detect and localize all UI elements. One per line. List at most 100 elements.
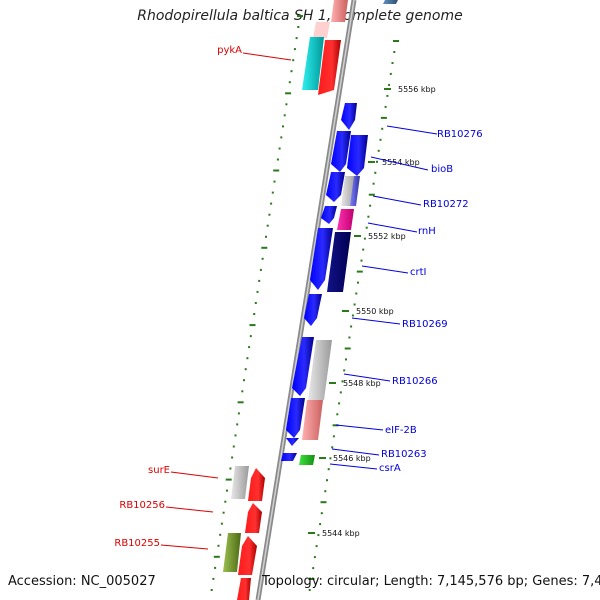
- track-dot: [312, 567, 315, 570]
- track-dot: [234, 434, 237, 437]
- track-dot: [246, 357, 249, 360]
- track-dot: [345, 358, 347, 361]
- track-dot: [288, 81, 291, 84]
- gene-feature: [347, 135, 368, 176]
- track-dot: [248, 346, 251, 349]
- kbp-tick-label: 5554 kbp: [382, 158, 420, 167]
- track-dot: [369, 204, 372, 207]
- track-dot: [353, 303, 356, 306]
- track-dot: [344, 347, 351, 350]
- gene-feature: [237, 578, 251, 600]
- genome-axis-highlight: [257, 0, 355, 600]
- gene-label[interactable]: bioB: [431, 164, 453, 175]
- gene-label[interactable]: crtI: [410, 267, 426, 278]
- track-dot: [308, 578, 315, 580]
- track-dot: [355, 292, 358, 295]
- track-dot: [254, 302, 257, 304]
- track-dot: [341, 380, 344, 383]
- gene-feature: [302, 37, 324, 90]
- accession-label: Accession: NC_005027: [8, 574, 156, 589]
- track-dot: [258, 279, 261, 282]
- gene-label[interactable]: csrA: [379, 463, 401, 474]
- track-dot: [229, 467, 232, 470]
- gene-feature: [337, 209, 354, 230]
- label-leader-line: [242, 52, 292, 61]
- label-leader-line: [160, 544, 209, 550]
- gene-feature: [304, 294, 322, 326]
- gene-feature: [286, 398, 305, 438]
- track-dot: [259, 268, 262, 271]
- track-dot: [362, 248, 365, 251]
- track-dot: [339, 391, 342, 394]
- track-dot: [367, 215, 370, 218]
- label-leader-line: [351, 317, 401, 325]
- label-leader-line: [331, 448, 380, 456]
- gene-feature: [299, 455, 315, 465]
- track-dot: [360, 259, 363, 262]
- track-dot: [372, 182, 375, 185]
- gene-label[interactable]: RB10269: [402, 319, 448, 330]
- gene-label[interactable]: RB10255: [114, 538, 160, 549]
- track-dot: [282, 125, 284, 128]
- track-dot: [326, 479, 328, 482]
- track-dot: [219, 533, 222, 536]
- track-dot: [217, 544, 220, 547]
- track-dot: [331, 446, 334, 449]
- track-dot: [320, 501, 327, 504]
- track-dot: [243, 379, 245, 382]
- gene-feature: [310, 228, 333, 290]
- kbp-tick-mark: [308, 532, 315, 534]
- kbp-tick-mark: [354, 235, 361, 237]
- gene-label[interactable]: RB10266: [392, 376, 438, 387]
- label-leader-line: [361, 265, 409, 274]
- gene-labels: RB10276 bioB RB10272 rnH crtI RB10269 RB10266 e…: [114, 45, 483, 550]
- gene-label[interactable]: RB10276: [437, 129, 483, 140]
- track-dot: [261, 257, 264, 260]
- track-dot: [297, 15, 303, 17]
- track-dot: [232, 445, 235, 448]
- track-dot: [249, 335, 252, 338]
- track-dot: [266, 224, 269, 227]
- gene-feature: [231, 466, 249, 499]
- gene-label[interactable]: RB10272: [423, 199, 469, 210]
- gene-label[interactable]: pykA: [217, 45, 242, 56]
- track-dot: [212, 577, 215, 580]
- track-dot: [213, 555, 220, 558]
- track-dot: [297, 26, 300, 28]
- track-dot: [351, 314, 354, 317]
- gene-label[interactable]: rnH: [418, 226, 436, 237]
- label-leader-line: [329, 463, 378, 470]
- track-dot: [377, 149, 380, 152]
- gene-feature: [331, 0, 348, 22]
- track-dot: [265, 235, 267, 238]
- kbp-tick-label: 5552 kbp: [368, 232, 406, 241]
- track-dot: [276, 158, 279, 161]
- gene-feature: [286, 438, 299, 446]
- track-dot: [384, 105, 387, 108]
- kbp-tick-mark: [368, 161, 375, 163]
- track-dot: [332, 424, 339, 427]
- track-dot: [320, 512, 323, 515]
- label-leader-line: [372, 195, 422, 206]
- gene-label[interactable]: eIF-2B: [385, 425, 417, 436]
- kbp-tick-label: 5548 kbp: [343, 379, 381, 388]
- gene-label[interactable]: RB10256: [119, 500, 165, 511]
- track-dot: [241, 390, 244, 393]
- genome-stats-label: Topology: circular; Length: 7,145,576 bp…: [262, 574, 600, 589]
- track-dot: [244, 368, 247, 371]
- gene-feature: [350, 176, 360, 206]
- track-dot: [374, 171, 377, 174]
- track-dot: [237, 412, 240, 415]
- track-dot: [295, 37, 298, 40]
- track-dot: [293, 48, 296, 51]
- gene-label[interactable]: RB10263: [381, 449, 427, 460]
- gene-features: [223, 0, 398, 600]
- dotted-tracks: [210, 15, 399, 591]
- track-dot: [220, 522, 223, 525]
- gene-label[interactable]: surE: [148, 465, 170, 476]
- kbp-tick-mark: [342, 310, 349, 312]
- track-dot: [226, 489, 228, 492]
- kbp-tick-mark: [319, 457, 326, 459]
- track-dot: [343, 369, 346, 372]
- track-dot: [256, 290, 259, 293]
